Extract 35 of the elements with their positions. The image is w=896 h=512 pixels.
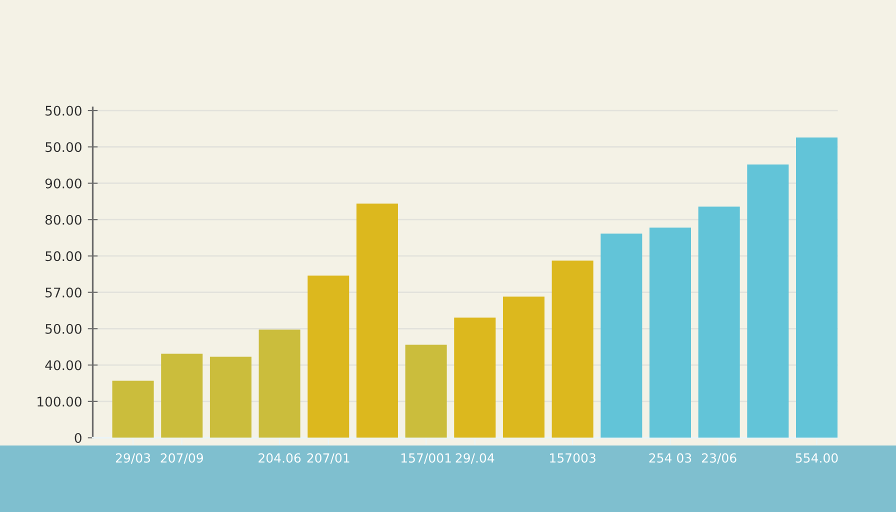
text: 0 [74,432,82,443]
x-tick-label: 254 03 [649,453,692,463]
bar [649,228,691,438]
bar [308,276,350,438]
bar [210,356,252,438]
bar [698,206,740,438]
x-tick-label: 157/001 [401,453,451,464]
bar [796,138,838,438]
x-tick-label: 29/03 [116,453,150,464]
x-tick-label: 29/.04 [456,453,494,464]
x-tick-label: 157003 [550,453,596,463]
bar [112,380,154,438]
x-tick-label: 207/09 [160,453,203,464]
bar [502,296,544,438]
x-tick-label: 554.00 [796,453,838,463]
bar [600,234,642,438]
bar [552,260,594,438]
text: 50.00 [46,106,82,116]
bar [161,354,203,438]
text: 90.00 [45,178,82,188]
text: 50.00 [46,251,82,262]
text: 40.00 [45,360,82,370]
text: 50.00 [46,142,82,152]
x-tick-label: 23/06 [702,453,736,464]
bar [454,318,496,438]
x-tick-label: 204.06 [258,453,301,463]
bar [356,204,398,438]
text: 100.00 [38,396,82,407]
text: 80.00 [45,214,82,225]
text: 57.00 [46,288,82,298]
text: 50.00 [46,324,82,334]
bar [405,344,447,438]
bar [747,164,789,438]
bar [258,330,300,438]
x-tick-label: 207/01 [307,453,350,464]
